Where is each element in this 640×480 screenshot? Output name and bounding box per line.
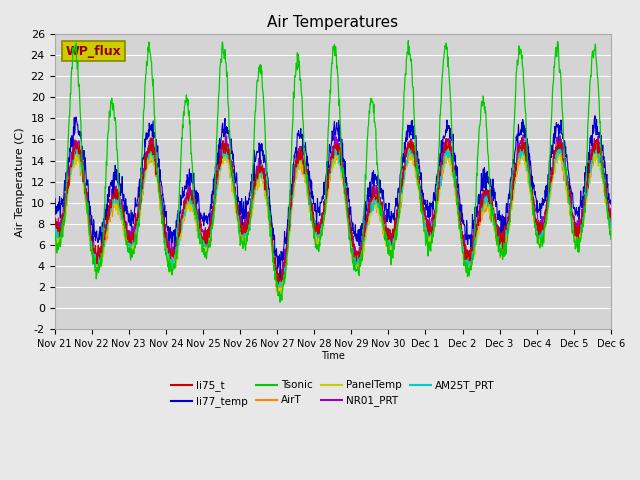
Legend: li75_t, li77_temp, Tsonic, AirT, PanelTemp, NR01_PRT, AM25T_PRT: li75_t, li77_temp, Tsonic, AirT, PanelTe… (166, 376, 499, 411)
X-axis label: Time: Time (321, 350, 344, 360)
Text: WP_flux: WP_flux (66, 45, 122, 58)
Y-axis label: Air Temperature (C): Air Temperature (C) (15, 127, 25, 237)
Title: Air Temperatures: Air Temperatures (267, 15, 398, 30)
